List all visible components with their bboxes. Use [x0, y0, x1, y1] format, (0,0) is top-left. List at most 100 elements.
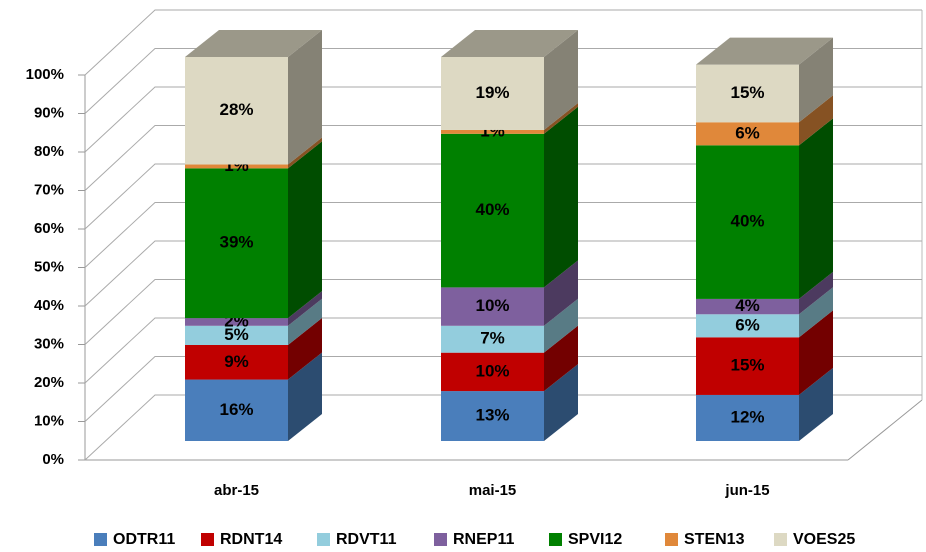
data-label: 4% [735, 296, 760, 315]
y-tick-label: 50% [34, 258, 64, 275]
data-label: 16% [219, 400, 253, 419]
bar-segment [185, 325, 288, 345]
y-tick-label: 10% [34, 412, 64, 429]
bar-segment [696, 145, 799, 299]
data-label: 10% [475, 296, 509, 315]
bar-side [544, 30, 578, 130]
bar-segment [696, 298, 799, 315]
y-tick-label: 60% [34, 220, 64, 237]
bar-segment [441, 287, 544, 326]
grid-line [84, 356, 922, 422]
bar-segment [696, 64, 799, 123]
bar-segment [441, 391, 544, 441]
bar-side [799, 271, 833, 315]
bar-top [441, 30, 578, 57]
x-tick-label: abr-15 [214, 482, 259, 499]
bar-side [288, 141, 322, 319]
grid-line [84, 163, 922, 230]
bar-side [544, 298, 578, 353]
grid-line [84, 125, 922, 191]
bar-segment [441, 129, 544, 134]
bar-side [799, 37, 833, 123]
y-tick-label: 90% [34, 104, 64, 121]
bar-segment [185, 318, 288, 326]
bar-side [544, 106, 578, 288]
data-label: 40% [475, 200, 509, 219]
legend-swatch [201, 533, 214, 546]
bar-side [288, 298, 322, 345]
legend-swatch [94, 533, 107, 546]
bar-side [544, 102, 578, 134]
bar-side [288, 291, 322, 326]
legend-swatch [549, 533, 562, 546]
legend-swatch [317, 533, 330, 546]
legend-label: SPVI12 [568, 531, 622, 548]
bar-side [799, 118, 833, 299]
data-label: 40% [730, 212, 764, 231]
bar-segment [185, 164, 288, 169]
bar-side [288, 30, 322, 165]
bar-segment [696, 122, 799, 146]
bar-side [544, 325, 578, 392]
legend-label: ODTR11 [113, 531, 175, 548]
bar-side [544, 260, 578, 326]
data-label: 19% [475, 83, 509, 102]
bar-segment [696, 337, 799, 395]
legend-label: VOES25 [793, 531, 855, 548]
bar-side [288, 352, 322, 441]
legend-label: STEN13 [684, 531, 745, 548]
bar-segment [441, 325, 544, 353]
bar-segment [441, 352, 544, 392]
bar-side [288, 318, 322, 380]
grid-line [84, 317, 922, 384]
grid-line [84, 9, 922, 76]
bar-segment [185, 379, 288, 441]
bar-side [799, 310, 833, 395]
legend-swatch [434, 533, 447, 546]
bar-side [799, 367, 833, 441]
y-tick-label: 100% [26, 66, 64, 83]
bar-segment [185, 345, 288, 380]
bar-side [799, 95, 833, 146]
bar-segment [696, 314, 799, 338]
data-label: 5% [224, 325, 249, 344]
y-tick-label: 40% [34, 297, 64, 314]
grid-line [84, 202, 922, 268]
y-tick-label: 20% [34, 374, 64, 391]
bar-segment [185, 168, 288, 319]
data-label: 12% [730, 407, 764, 426]
data-label: 6% [735, 123, 760, 142]
grid-line [84, 394, 922, 461]
data-label: 10% [475, 361, 509, 380]
bar-top [696, 37, 833, 65]
grid-line [84, 279, 922, 345]
y-tick-label: 30% [34, 335, 64, 352]
data-label: 13% [475, 406, 509, 425]
bar-side [799, 287, 833, 338]
bar-segment [441, 133, 544, 288]
data-label: 9% [224, 352, 249, 371]
legend-swatch [774, 533, 787, 546]
legend-swatch [665, 533, 678, 546]
bar-segment [696, 394, 799, 441]
bar-segment [441, 57, 544, 130]
grid-line [84, 86, 922, 153]
data-label: 7% [480, 329, 505, 348]
grid-line [84, 48, 922, 114]
legend-label: RDNT14 [220, 531, 282, 548]
y-tick-label: 80% [34, 143, 64, 160]
bar-top [185, 30, 322, 57]
legend-label: RDVT11 [336, 531, 397, 548]
x-tick-label: mai-15 [469, 482, 517, 499]
bar-side [544, 364, 578, 441]
bar-side [288, 137, 322, 169]
grid-line [84, 240, 922, 307]
data-label: 6% [735, 315, 760, 334]
x-tick-label: jun-15 [724, 482, 769, 499]
data-label: 28% [219, 100, 253, 119]
data-label: 15% [730, 83, 764, 102]
y-tick-label: 70% [34, 181, 64, 198]
data-label: 15% [730, 356, 764, 375]
y-tick-label: 0% [42, 451, 64, 468]
